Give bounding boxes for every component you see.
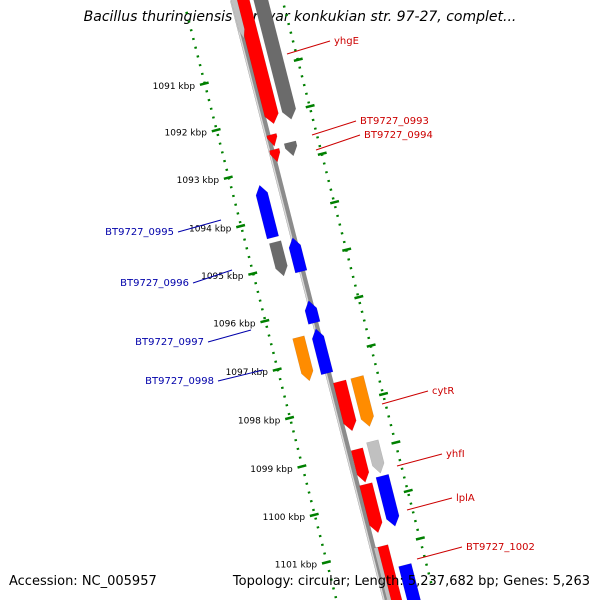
major-tick (284, 415, 295, 421)
kbp-tick-label: 1094 kbp (189, 224, 232, 234)
gene-leader-line (217, 369, 264, 382)
gene-leader-line (192, 269, 233, 284)
gene-arrow (359, 482, 383, 534)
gene-label: BT9727_1002 (466, 542, 535, 553)
gene-arrow (288, 237, 308, 274)
gene-label: BT9727_0993 (360, 116, 429, 127)
gene-arrow (398, 563, 421, 600)
kbp-tick-label: 1092 kbp (165, 129, 208, 139)
major-tick (272, 367, 282, 372)
gene-leader-line (381, 390, 429, 405)
major-tick (297, 464, 307, 469)
major-tick (342, 247, 352, 252)
major-tick (317, 151, 327, 157)
gene-label: lplA (456, 493, 475, 504)
major-tick (415, 536, 426, 541)
gene-label: BT9727_0997 (135, 337, 204, 348)
map-title: Bacillus thuringiensis serovar konkukian… (83, 9, 517, 25)
major-tick (366, 343, 376, 348)
gene-label: yhfI (446, 449, 465, 460)
gene-leader-line (406, 497, 453, 511)
gene-arrow (375, 473, 400, 527)
gene-arrow (269, 147, 281, 163)
gene-arrow (230, 0, 245, 40)
kbp-tick-label: 1101 kbp (275, 561, 318, 571)
gene-label: BT9727_0994 (364, 130, 433, 141)
kbp-tick-label: 1099 kbp (250, 465, 293, 475)
kbp-tick-label: 1096 kbp (213, 319, 256, 329)
major-tick (321, 560, 332, 565)
gene-label: cytR (432, 386, 454, 397)
accession-text: Accession: NC_005957 (9, 574, 157, 589)
gene-label: BT9727_0995 (105, 227, 174, 238)
gene-leader-line (177, 219, 222, 233)
gene-label: yhgE (334, 36, 359, 47)
kbp-tick-label: 1095 kbp (201, 272, 244, 282)
kbp-tick-label: 1098 kbp (238, 416, 281, 426)
major-tick (260, 318, 270, 324)
gene-arrow (268, 240, 288, 277)
inner-tick-rail (281, 0, 434, 589)
gene-arrow (292, 335, 314, 382)
major-tick (223, 175, 233, 181)
major-tick (378, 391, 389, 397)
kbp-tick-label: 1093 kbp (177, 176, 220, 186)
major-tick (211, 127, 221, 133)
gene-arrow (374, 544, 403, 600)
major-tick (403, 488, 413, 494)
gene-arrow (283, 140, 298, 157)
gene-arrow (332, 379, 357, 432)
gene-leader-line (396, 453, 443, 467)
gene-label: BT9727_0996 (120, 278, 189, 289)
backbone-highlight (230, 0, 385, 600)
kbp-tick-label: 1091 kbp (153, 82, 196, 92)
gene-arrow (253, 0, 297, 120)
gene-arrow (234, 0, 279, 125)
kbp-tick-label: 1100 kbp (263, 513, 306, 523)
gene-leader-line (315, 134, 361, 151)
gene-leader-line (207, 329, 252, 343)
gene-arrow (350, 447, 370, 483)
gene-leader-line (286, 40, 331, 55)
gene-arrow (304, 300, 321, 325)
major-tick (354, 294, 364, 300)
major-tick (235, 223, 246, 229)
gene-arrow (266, 133, 278, 147)
major-tick (199, 81, 209, 87)
major-tick (329, 199, 340, 205)
gene-arrow (350, 375, 374, 427)
major-tick (309, 512, 319, 518)
genome-summary-text: Topology: circular; Length: 5,237,682 bp… (232, 574, 590, 589)
gene-leader-line (311, 120, 357, 136)
major-tick (293, 57, 303, 63)
major-tick (305, 103, 315, 109)
gene-arrow (366, 439, 385, 474)
gene-label: BT9727_0998 (145, 376, 214, 387)
kbp-tick-label: 1097 kbp (226, 368, 269, 378)
gene-arrow (255, 184, 280, 240)
major-tick (248, 271, 258, 276)
backbone-line (230, 0, 389, 600)
major-tick (391, 440, 401, 445)
gene-arrow (311, 328, 334, 376)
gene-leader-line (416, 546, 463, 560)
